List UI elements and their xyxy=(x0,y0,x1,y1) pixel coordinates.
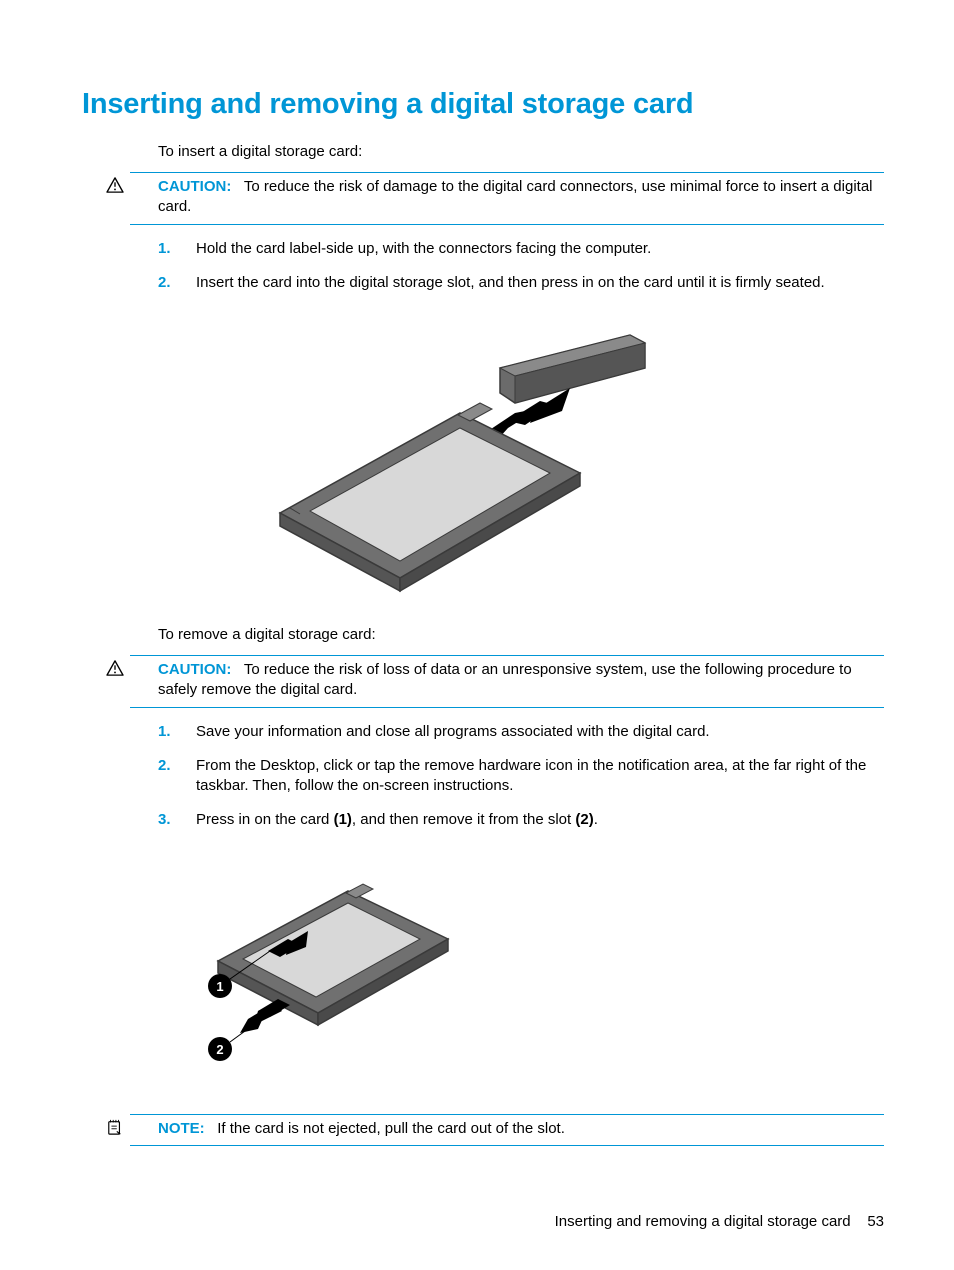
page-footer: Inserting and removing a digital storage… xyxy=(555,1213,884,1230)
insert-intro: To insert a digital storage card: xyxy=(158,143,884,160)
step-number: 1. xyxy=(158,722,196,742)
step-number: 3. xyxy=(158,810,196,830)
remove-illustration: 1 2 xyxy=(158,851,884,1086)
step-text: Hold the card label-side up, with the co… xyxy=(196,239,884,259)
svg-text:1: 1 xyxy=(216,979,223,994)
remove-steps-list: 1.Save your information and close all pr… xyxy=(158,722,884,831)
insert-steps-list: 1.Hold the card label-side up, with the … xyxy=(158,239,884,294)
caution-icon xyxy=(106,177,124,193)
step-text: Insert the card into the digital storage… xyxy=(196,273,884,293)
caution-label: CAUTION: xyxy=(158,661,231,678)
step-number: 2. xyxy=(158,273,196,293)
note-label: NOTE: xyxy=(158,1120,205,1137)
caution-icon xyxy=(106,660,124,676)
remove-intro: To remove a digital storage card: xyxy=(158,626,884,643)
step-number: 1. xyxy=(158,239,196,259)
caution-text: To reduce the risk of loss of data or an… xyxy=(158,661,852,698)
step-text: Press in on the card (1), and then remov… xyxy=(196,810,884,830)
insert-illustration xyxy=(240,313,884,598)
step-text: Save your information and close all prog… xyxy=(196,722,884,742)
list-item: 2.From the Desktop, click or tap the rem… xyxy=(158,756,884,797)
caution-callout-2: CAUTION: To reduce the risk of loss of d… xyxy=(130,655,884,708)
caution-callout-1: CAUTION: To reduce the risk of damage to… xyxy=(130,172,884,225)
page-number: 53 xyxy=(867,1213,884,1230)
list-item: 1.Hold the card label-side up, with the … xyxy=(158,239,884,259)
caution-label: CAUTION: xyxy=(158,178,231,195)
page-heading: Inserting and removing a digital storage… xyxy=(82,88,884,121)
svg-text:2: 2 xyxy=(216,1042,223,1057)
footer-text: Inserting and removing a digital storage… xyxy=(555,1213,851,1230)
list-item: 3.Press in on the card (1), and then rem… xyxy=(158,810,884,830)
note-icon xyxy=(106,1119,124,1135)
step-text: From the Desktop, click or tap the remov… xyxy=(196,756,884,797)
caution-text: To reduce the risk of damage to the digi… xyxy=(158,178,873,215)
note-text: If the card is not ejected, pull the car… xyxy=(217,1120,565,1137)
list-item: 1.Save your information and close all pr… xyxy=(158,722,884,742)
note-callout: NOTE: If the card is not ejected, pull t… xyxy=(130,1114,884,1146)
list-item: 2.Insert the card into the digital stora… xyxy=(158,273,884,293)
step-number: 2. xyxy=(158,756,196,797)
